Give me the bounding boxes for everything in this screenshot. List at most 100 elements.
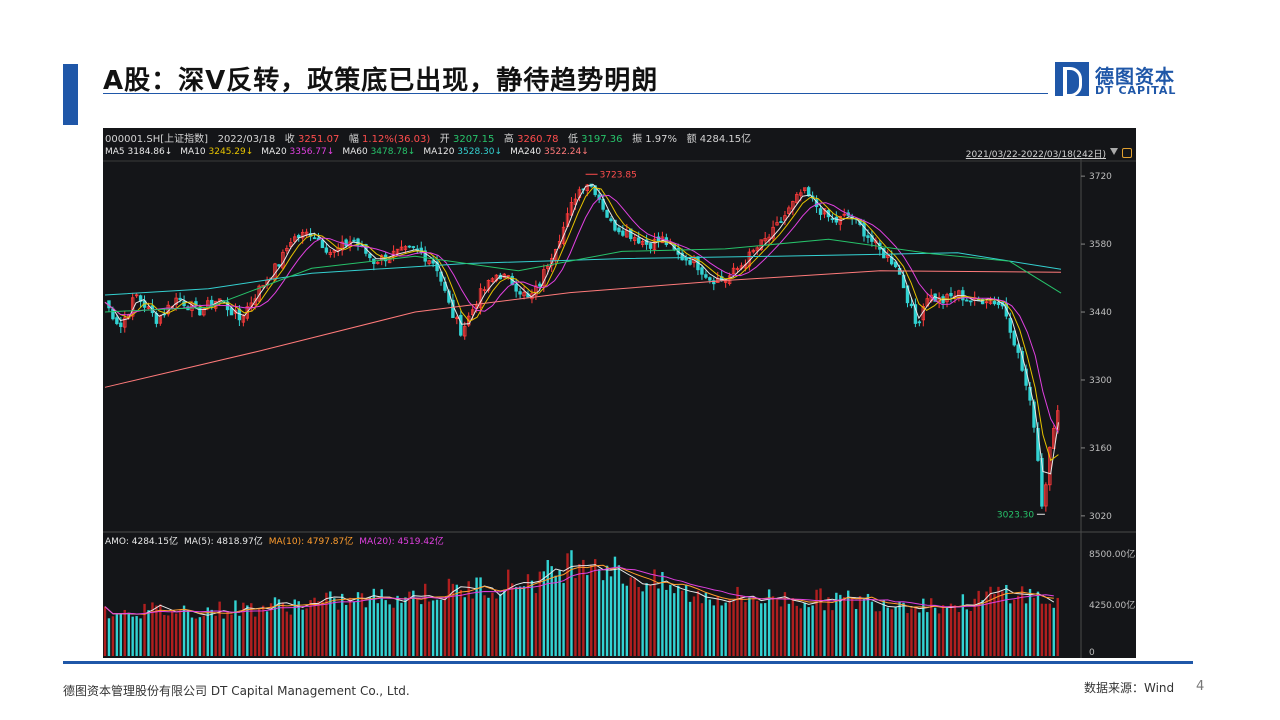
volume-bar [546, 560, 549, 656]
volume-tick-label: 0 [1089, 648, 1095, 658]
volume-bar [514, 586, 518, 656]
volume-bar [846, 590, 850, 656]
candle-body [913, 304, 918, 324]
candle-body [949, 292, 953, 297]
candle-body [735, 268, 740, 270]
volume-bar [194, 618, 198, 656]
volume-bar [653, 569, 656, 656]
volume-bar [234, 600, 237, 656]
volume-bar [906, 613, 909, 656]
volume-bar [712, 605, 715, 656]
candle-body [198, 307, 202, 316]
volume-bar [503, 589, 506, 656]
volume-bar [779, 606, 783, 656]
volume-bar [483, 595, 486, 656]
volume-bar [613, 556, 617, 656]
volume-bar [961, 594, 965, 656]
volume-bar [317, 601, 320, 656]
change-label: 幅 [348, 134, 359, 145]
candle-body [174, 297, 178, 305]
volume-bar [337, 609, 340, 656]
quote-date: 2022/03/18 [217, 134, 276, 145]
lock-icon[interactable] [1122, 148, 1132, 158]
volume-bar [131, 616, 134, 656]
candle-body [376, 262, 380, 264]
candle-body [731, 267, 736, 275]
volume-bar [1040, 603, 1044, 656]
volume-bar [360, 593, 364, 656]
volume-bar [1001, 591, 1004, 656]
candle-body [830, 218, 835, 221]
candle-body [700, 267, 704, 275]
volume-bar [993, 594, 996, 656]
volume-bar [321, 601, 324, 656]
candle-body [233, 309, 238, 314]
volume-bar [593, 559, 597, 656]
volume-bar [305, 608, 308, 656]
volume-bar [163, 614, 166, 656]
volume-bar [261, 605, 265, 656]
volume-bar [416, 597, 419, 656]
page-title: A股：深V反转，政策底已出现，静待趋势明朗 [103, 66, 659, 96]
candle-body [470, 309, 475, 316]
candle-body [771, 226, 775, 239]
volume-bar [388, 604, 391, 656]
volume-bar [910, 608, 913, 656]
volume-tick-label: 8500.00亿 [1089, 548, 1135, 560]
candle-body [1012, 330, 1016, 346]
candle-body [356, 238, 360, 246]
footer-company: 德图资本管理股份有限公司 DT Capital Management Co., … [63, 684, 410, 698]
ma-legend: MA5 3184.86↓ MA10 3245.29↓ MA20 3356.77↓ MA… [105, 147, 597, 161]
dropdown-arrow-icon[interactable] [1110, 148, 1118, 155]
candle-body [431, 260, 435, 264]
volume-bar [222, 618, 225, 656]
volume-bar [637, 586, 640, 656]
volume-bar [744, 602, 747, 656]
volume-bar [930, 598, 933, 656]
candle-body [818, 208, 823, 215]
volume-bar [767, 589, 771, 656]
candle-body [787, 207, 791, 214]
volume-bar [435, 599, 439, 656]
candle-body [550, 258, 554, 266]
volume-bar [605, 565, 609, 656]
volume-bar [475, 577, 478, 656]
date-range-link[interactable]: 2021/03/22-2022/03/18(242日) [965, 150, 1106, 160]
candle-body [569, 202, 574, 216]
candle-body [1048, 446, 1052, 486]
volume-bar [159, 604, 162, 656]
amount-value: 4284.15亿 [699, 134, 752, 145]
candle-body [605, 209, 609, 218]
volume-bar [1013, 599, 1016, 656]
candle-body [1040, 457, 1044, 507]
volume-bar [791, 598, 795, 656]
amplitude-label: 振 [632, 134, 643, 145]
volume-bar [997, 586, 1000, 656]
title-accent-bar [63, 64, 78, 125]
candle-body [712, 280, 716, 285]
candle-body [407, 245, 412, 248]
candle-body [123, 317, 127, 328]
high-label: 高 [503, 134, 514, 145]
volume-bar [372, 588, 376, 656]
ma10-line [104, 186, 1059, 462]
candle-body [557, 240, 562, 248]
price-tick-label: 3440 [1089, 308, 1112, 318]
volume-bar [380, 589, 383, 656]
ma-legend-ma20: MA20 3356.77↓ [261, 147, 335, 157]
candle-body [886, 255, 890, 258]
volume-bar [542, 571, 546, 656]
volume-bar [969, 610, 972, 656]
volume-bar [1032, 597, 1036, 656]
candle-body [636, 237, 641, 244]
volume-bar [649, 585, 652, 656]
candle-body [1016, 344, 1020, 353]
volume-bar [352, 601, 356, 656]
candle-body [320, 239, 325, 249]
volume-bar [941, 605, 945, 656]
volume-bar [297, 601, 300, 656]
volume-bar [265, 611, 269, 656]
amplitude-value: 1.97% [645, 134, 678, 145]
volume-bar [206, 607, 209, 656]
volume-bar [645, 583, 648, 656]
